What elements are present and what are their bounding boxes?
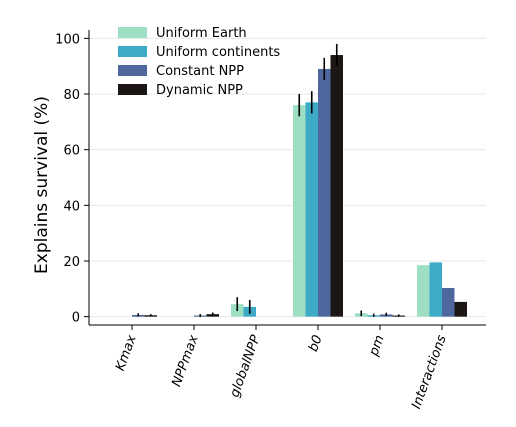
legend-label: Uniform Earth <box>156 26 247 41</box>
x-tick-label: globalNPP <box>227 333 263 399</box>
legend-label: Dynamic NPP <box>156 83 243 98</box>
bar-Interactions-uniform-earth <box>417 265 430 317</box>
legend-swatch <box>118 27 147 38</box>
bar-b0-uniform-earth <box>293 105 306 317</box>
legend-swatch <box>118 84 147 95</box>
x-tick-label: b0 <box>306 333 326 354</box>
legend-label: Uniform continents <box>156 45 280 60</box>
legend-swatch <box>118 46 147 57</box>
y-axis-label: Explains survival (%) <box>32 96 52 274</box>
x-ticks: Kmax NPPmax globalNPP b0 pm Interactions <box>113 325 450 411</box>
legend: Uniform Earth Uniform continents Constant … <box>118 26 280 98</box>
error-bars <box>137 43 400 317</box>
x-tick-label: NPPmax <box>169 333 202 389</box>
x-tick-label: Interactions <box>409 333 450 411</box>
bar-Interactions-dynamic-npp <box>454 301 467 317</box>
bar-b0-dynamic-npp <box>330 55 343 317</box>
y-tick-label: 20 <box>63 255 80 270</box>
x-tick-label: pm <box>366 333 388 359</box>
x-tick-label: Kmax <box>113 333 140 373</box>
legend-label: Constant NPP <box>156 64 244 79</box>
y-tick-label: 40 <box>63 199 80 214</box>
y-tick-label: 60 <box>63 144 80 159</box>
y-tick-label: 0 <box>72 311 80 326</box>
legend-swatch <box>118 65 147 76</box>
y-tick-label: 100 <box>55 32 80 47</box>
bar-Interactions-uniform-continents <box>429 262 442 317</box>
bar-b0-constant-npp <box>318 68 331 317</box>
axes <box>88 30 486 326</box>
y-tick-label: 80 <box>63 88 80 103</box>
y-ticks: 0 20 40 60 80 100 <box>55 32 89 326</box>
bars <box>132 55 467 317</box>
bar-b0-uniform-continents <box>305 102 318 317</box>
bar-Interactions-constant-npp <box>442 287 455 317</box>
